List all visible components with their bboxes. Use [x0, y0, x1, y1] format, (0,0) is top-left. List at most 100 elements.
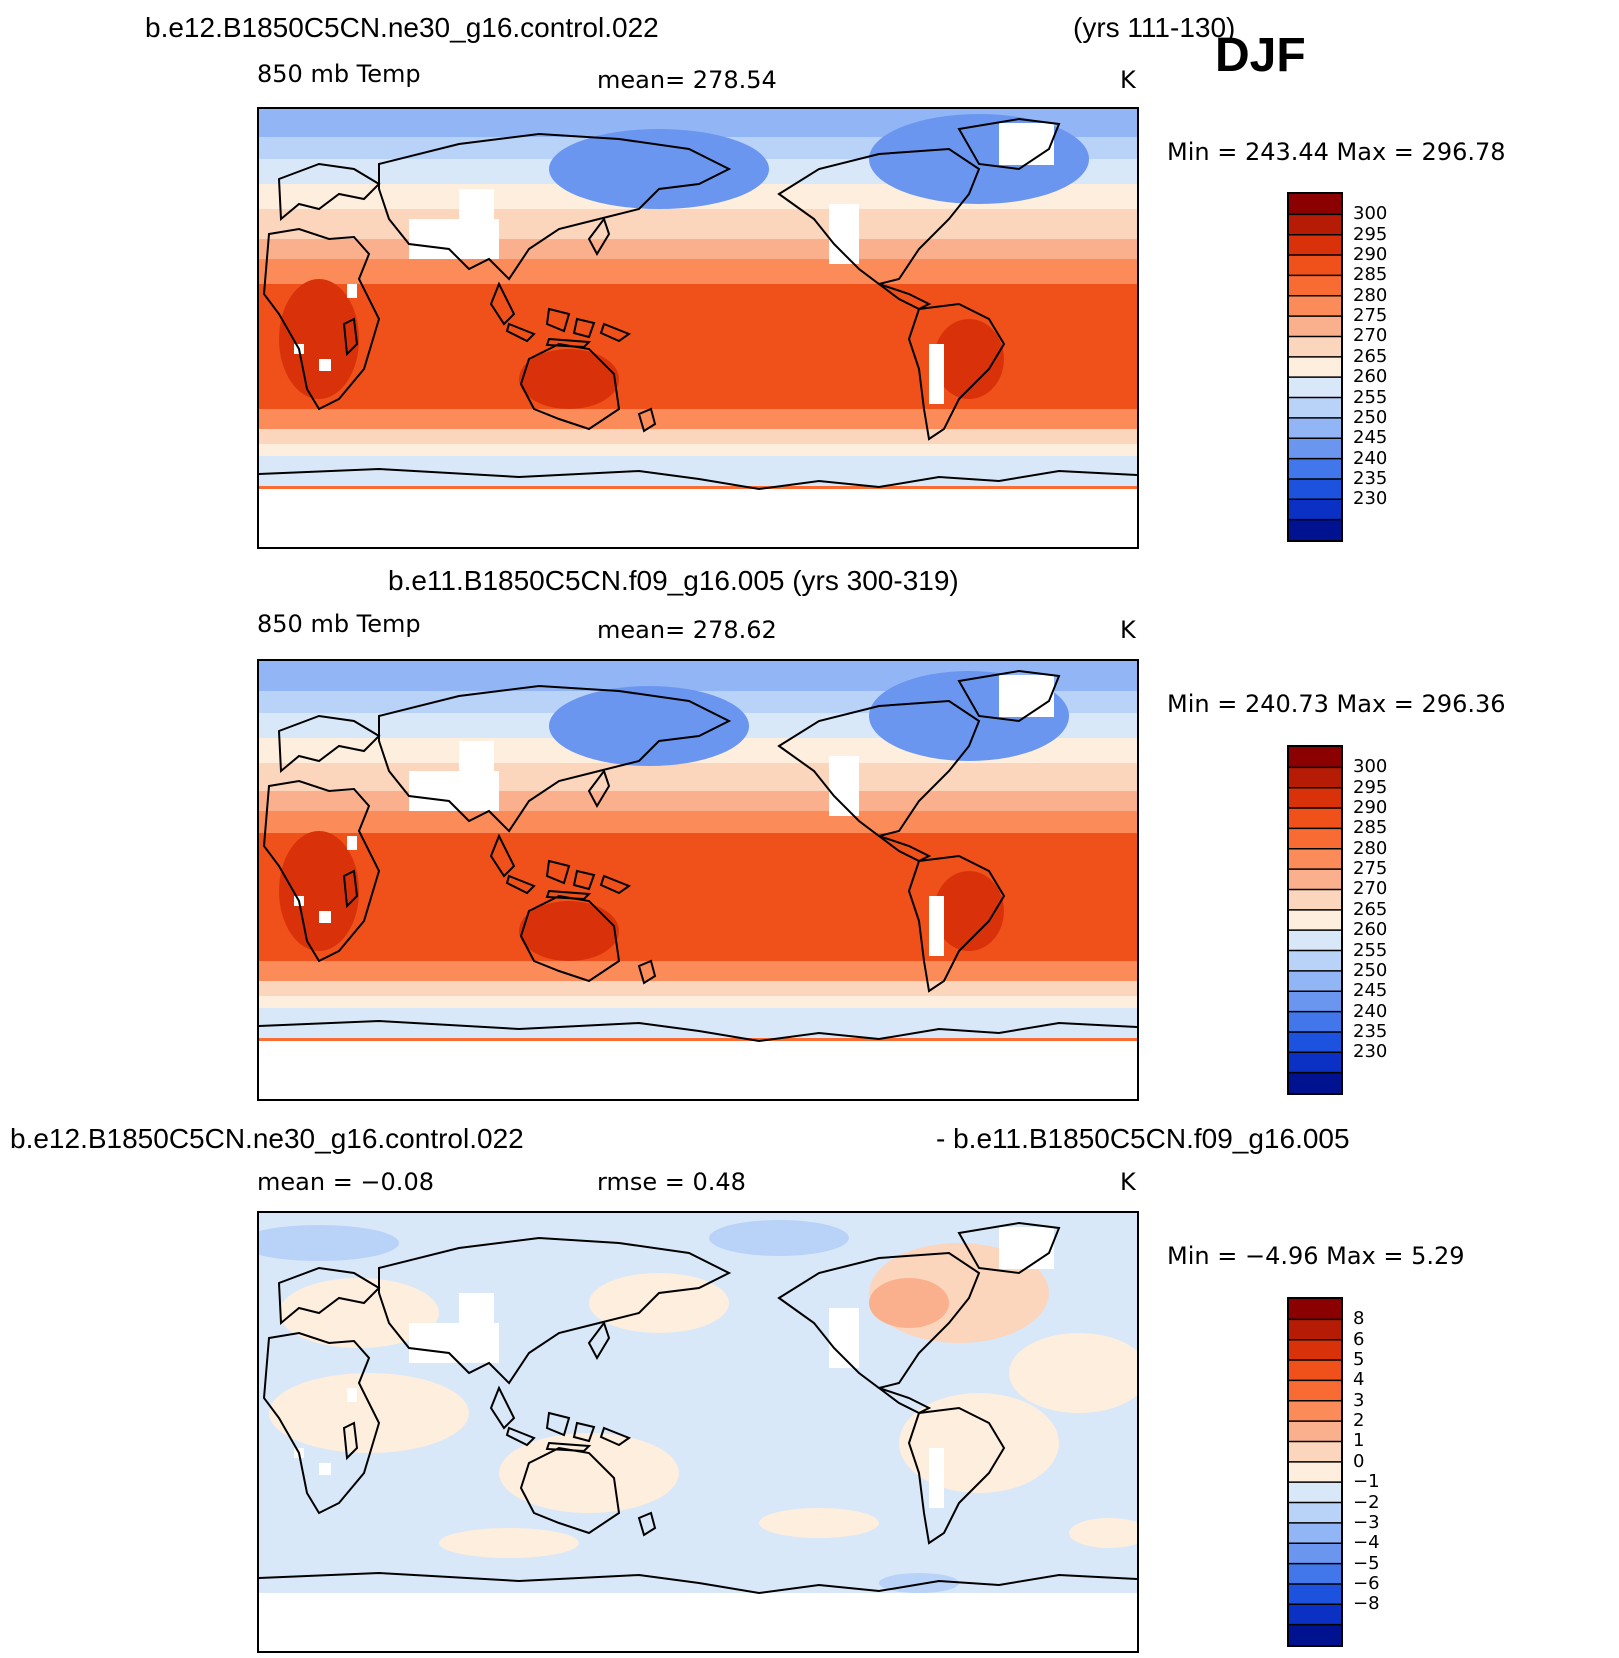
colorbar-swatch: [1289, 1360, 1341, 1381]
colorbar-tick-label: 5: [1353, 1349, 1365, 1371]
colorbar-swatch: [1289, 1522, 1341, 1544]
colorbar-tick-label: 240: [1353, 1000, 1388, 1022]
colorbar-swatch: [1289, 930, 1341, 952]
colorbar-tick-label: −6: [1353, 1572, 1380, 1594]
colorbar-swatch: [1289, 747, 1341, 768]
colorbar-tick-label: −5: [1353, 1552, 1380, 1574]
colorbar-swatch: [1289, 991, 1341, 1013]
colorbar-tick-label: 280: [1353, 837, 1388, 859]
colorbar-swatch: [1289, 869, 1341, 890]
colorbar-swatch: [1289, 417, 1341, 439]
colorbar-swatch: [1289, 234, 1341, 256]
colorbar-tick-label: 270: [1353, 325, 1388, 347]
panel1-units: K: [1120, 66, 1136, 94]
colorbar-swatch: [1289, 1072, 1341, 1093]
colorbar-tick-label: 250: [1353, 959, 1388, 981]
colorbar-swatch: [1289, 336, 1341, 358]
colorbar-tick-label: −8: [1353, 1593, 1380, 1615]
colorbar-swatch: [1289, 1583, 1341, 1605]
colorbar-tick-label: 2: [1353, 1410, 1365, 1432]
colorbar-swatch: [1289, 1319, 1341, 1341]
panel3-title-left: b.e12.B1850C5CN.ne30_g16.control.022: [10, 1123, 524, 1154]
colorbar-tick-label: 290: [1353, 244, 1388, 266]
colorbar-swatch: [1289, 499, 1341, 521]
colorbar-swatch: [1289, 950, 1341, 972]
panel3-minmax: Min = −4.96 Max = 5.29: [1167, 1242, 1465, 1270]
colorbar-tick-label: 235: [1353, 467, 1388, 489]
colorbar-tick-label: −4: [1353, 1532, 1380, 1554]
colorbar-tick-label: 1: [1353, 1430, 1365, 1452]
colorbar-swatch: [1289, 1380, 1341, 1402]
colorbar-swatch: [1289, 1421, 1341, 1442]
colorbar-tick-label: −3: [1353, 1511, 1380, 1533]
colorbar-tick-label: 0: [1353, 1450, 1365, 1472]
colorbar-swatch: [1289, 377, 1341, 399]
colorbar-swatch: [1289, 970, 1341, 992]
panel1-map: [257, 107, 1139, 549]
colorbar-tick-label: 290: [1353, 797, 1388, 819]
colorbar-tick-label: 300: [1353, 203, 1388, 225]
case1-years: (yrs 111-130): [1073, 12, 1236, 43]
colorbar-swatch: [1289, 808, 1341, 829]
colorbar-swatch: [1289, 767, 1341, 789]
panel1-mean: mean= 278.54: [597, 66, 777, 94]
colorbar-tick-label: 285: [1353, 817, 1388, 839]
colorbar-swatch: [1289, 1400, 1341, 1422]
colorbar-swatch: [1289, 519, 1341, 540]
panel1-colorbar: [1287, 192, 1343, 542]
colorbar-tick-label: 250: [1353, 406, 1388, 428]
colorbar-tick-label: 230: [1353, 1041, 1388, 1063]
panel2-variable: 850 mb Temp: [257, 610, 421, 638]
colorbar-swatch: [1289, 438, 1341, 460]
panel2-title: b.e11.B1850C5CN.f09_g16.005 (yrs 300-319…: [388, 565, 959, 596]
colorbar-swatch: [1289, 1563, 1341, 1585]
colorbar-swatch: [1289, 848, 1341, 870]
colorbar-tick-label: −2: [1353, 1491, 1380, 1513]
colorbar-tick-label: 235: [1353, 1020, 1388, 1042]
panel2-units: K: [1120, 616, 1136, 644]
colorbar-tick-label: 270: [1353, 878, 1388, 900]
colorbar-tick-label: 275: [1353, 305, 1388, 327]
colorbar-tick-label: 3: [1353, 1389, 1365, 1411]
colorbar-tick-label: 255: [1353, 939, 1388, 961]
panel3-mean: mean = −0.08: [257, 1168, 434, 1196]
colorbar-tick-label: 265: [1353, 898, 1388, 920]
colorbar-swatch: [1289, 275, 1341, 297]
panel1-variable: 850 mb Temp: [257, 60, 421, 88]
colorbar-tick-label: 300: [1353, 756, 1388, 778]
colorbar-tick-label: −1: [1353, 1471, 1380, 1493]
colorbar-swatch: [1289, 1604, 1341, 1626]
colorbar-swatch: [1289, 1031, 1341, 1053]
panel2-map: [257, 659, 1139, 1101]
colorbar-tick-label: 280: [1353, 284, 1388, 306]
colorbar-swatch: [1289, 1502, 1341, 1524]
panel3-colorbar: [1287, 1297, 1343, 1647]
colorbar-swatch: [1289, 787, 1341, 809]
panel2-colorbar: [1287, 745, 1343, 1095]
colorbar-tick-label: 230: [1353, 488, 1388, 510]
colorbar-tick-label: 240: [1353, 447, 1388, 469]
colorbar-tick-label: 245: [1353, 980, 1388, 1002]
colorbar-tick-label: 6: [1353, 1328, 1365, 1350]
colorbar-tick-label: 265: [1353, 345, 1388, 367]
colorbar-tick-label: 260: [1353, 919, 1388, 941]
season-label: DJF: [1215, 29, 1306, 82]
panel2-minmax: Min = 240.73 Max = 296.36: [1167, 690, 1506, 718]
colorbar-swatch: [1289, 295, 1341, 317]
colorbar-tick-label: 8: [1353, 1308, 1365, 1330]
colorbar-swatch: [1289, 1052, 1341, 1074]
panel2-mean: mean= 278.62: [597, 616, 777, 644]
panel3-units: K: [1120, 1168, 1136, 1196]
colorbar-swatch: [1289, 1624, 1341, 1645]
colorbar-swatch: [1289, 909, 1341, 931]
colorbar-swatch: [1289, 1441, 1341, 1463]
colorbar-swatch: [1289, 194, 1341, 215]
colorbar-swatch: [1289, 1543, 1341, 1565]
colorbar-swatch: [1289, 255, 1341, 276]
colorbar-swatch: [1289, 828, 1341, 850]
colorbar-swatch: [1289, 889, 1341, 911]
colorbar-tick-label: 285: [1353, 264, 1388, 286]
colorbar-tick-label: 295: [1353, 776, 1388, 798]
colorbar-swatch: [1289, 478, 1341, 500]
colorbar-tick-label: 260: [1353, 366, 1388, 388]
